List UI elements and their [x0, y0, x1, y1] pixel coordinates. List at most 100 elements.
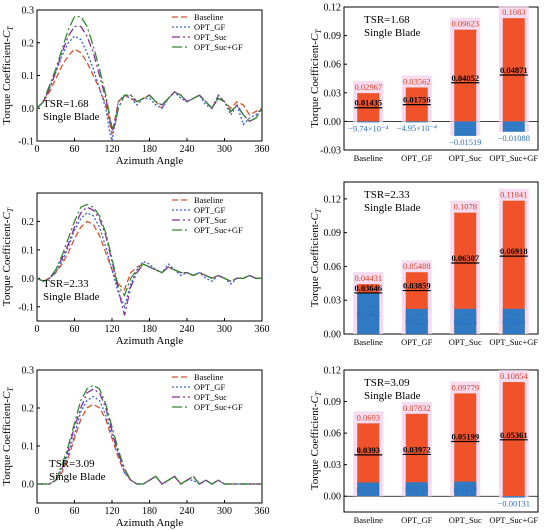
x-tick-label: 0 [35, 144, 40, 155]
bar-lower-label: −0.00131 [498, 499, 530, 509]
bar-lower [502, 308, 525, 334]
bar-lower-label: 0.0362 [357, 309, 380, 319]
bar-lower-label: 0.0131 [357, 484, 380, 494]
bar-top-label: 0.09779 [451, 382, 479, 392]
bar-top-label: 0.10854 [500, 371, 528, 381]
mean-label: 0.05199 [451, 432, 479, 442]
bar-lower [502, 121, 525, 132]
legend-label: OPT_GF [194, 382, 225, 392]
bar-lower [357, 293, 380, 334]
y-tick-label: 0.2 [22, 217, 35, 228]
y-tick-label: 0.0 [22, 480, 35, 491]
bar-positive [502, 382, 525, 497]
plot-frame [343, 181, 539, 335]
y-tick-label: 0.3 [22, 366, 35, 377]
plot-frame [36, 369, 263, 504]
bar-top-label: 0.09623 [451, 19, 479, 29]
bar-lower-label: −4.95×10⁻⁴ [397, 123, 437, 133]
legend-label: OPT_GF [194, 22, 225, 32]
annotation-text: Single Blade [49, 471, 106, 483]
x-tick-label: 120 [105, 506, 120, 517]
legend-label: OPT_Suc [194, 392, 227, 402]
category-label: Baseline [354, 337, 383, 347]
x-tick-label: 0 [35, 324, 40, 335]
annotation-text: Single Blade [364, 390, 421, 402]
bar-positive [357, 423, 380, 497]
bar-chart-b: -0.03 0.00 0.03 0.06 0.09 0.12 Torque Coeffici… [309, 3, 539, 163]
y-tick-label: 0.12 [324, 3, 342, 14]
y-tick-label: 0.09 [324, 31, 342, 42]
bar-lower [405, 121, 428, 123]
bar-lower-label: 0.0223 [405, 316, 428, 326]
x-axis-label: Azimuth Angle [116, 335, 184, 347]
annotation-text: Single Blade [43, 291, 100, 303]
x-tick-label: 60 [70, 324, 80, 335]
bar-top-label: 0.1083 [502, 7, 525, 17]
bar-lower [502, 496, 525, 498]
series-line [37, 384, 262, 485]
x-tick-label: 180 [142, 506, 157, 517]
bar-lower-label: −0.01519 [449, 137, 481, 147]
x-tick-label: 300 [217, 144, 232, 155]
category-label: OPT_GF [401, 515, 432, 525]
bar-lower-label: −0.01088 [498, 133, 530, 143]
x-tick-label: 300 [217, 506, 232, 517]
y-tick-label: 0.09 [324, 397, 342, 408]
y-tick-label: 0.3 [22, 6, 35, 17]
y-tick-label: 0.09 [324, 228, 342, 239]
line-chart-a: 0 60 120 180 240 300 360 -0.1 0.0 0.1 0.2 0.3 Azimut… [1, 6, 270, 168]
mean-label: 0.0393 [357, 445, 380, 455]
x-tick-label: 180 [142, 144, 157, 155]
x-tick-label: 360 [255, 144, 270, 155]
category-label: OPT_GF [401, 337, 432, 347]
y-axis-label: Torque Coefficient-CT [1, 26, 15, 125]
bar-lower-label: 0.0224 [454, 316, 478, 326]
category-label: OPT_Suc+GF [489, 337, 538, 347]
bar-top-label: 0.03562 [403, 76, 431, 86]
x-tick-label: 180 [142, 324, 157, 335]
y-tick-label: 0.1 [22, 245, 35, 256]
x-tick-label: 60 [70, 506, 80, 517]
x-axis-label: Azimuth Angle [116, 155, 184, 167]
annotation-text: Single Blade [43, 111, 100, 123]
legend-label: OPT_Suc [194, 215, 227, 225]
bar-top-label: 0.07832 [403, 403, 431, 413]
y-tick-label: 0.03 [324, 88, 342, 99]
y-tick-label: 0.06 [324, 60, 342, 71]
y-tick-label: 0.00 [324, 492, 342, 503]
y-tick-label: 0.1 [22, 442, 35, 453]
line-chart-c: 0 60 120 180 240 300 360 -0.1 0.0 0.1 0.2 Azimuth A… [1, 192, 270, 347]
bar-positive [454, 212, 477, 334]
bar-lower-label: 0.0224 [502, 316, 526, 326]
bar-top-label: 0.04431 [354, 273, 382, 283]
y-tick-label: 0.03 [324, 460, 342, 471]
x-tick-label: 300 [217, 324, 232, 335]
category-label: Baseline [354, 153, 383, 163]
bar-top-label: 0.02967 [354, 82, 382, 92]
y-tick-label: 0.12 [324, 366, 342, 377]
y-axis-label: Torque Coefficient-CT [1, 207, 15, 306]
line-chart-e: 0 60 120 180 240 300 360 0.0 0.1 0.2 0.3 Azimuth An… [1, 366, 270, 530]
y-tick-label: -0.1 [18, 302, 34, 313]
x-tick-label: 240 [180, 324, 195, 335]
annotation-text: TSR=3.09 [364, 377, 410, 389]
bar-positive [502, 18, 525, 122]
series-line [36, 203, 262, 297]
x-tick-label: 360 [255, 324, 270, 335]
legend-label: Baseline [194, 372, 223, 382]
bar-positive [502, 200, 525, 334]
mean-label: 0.04052 [451, 73, 479, 83]
legend-label: OPT_Suc [194, 32, 227, 42]
y-tick-label: 0.06 [324, 429, 342, 440]
x-tick-label: 240 [180, 144, 195, 155]
annotation-text: TSR=1.68 [43, 98, 89, 110]
annotation-text: TSR=3.09 [49, 458, 95, 470]
mean-label: 0.06918 [500, 246, 528, 256]
y-tick-label: 0.06 [324, 262, 342, 273]
bar-lower [357, 482, 380, 497]
annotation-text: TSR=1.68 [364, 14, 410, 26]
annotation-text: Single Blade [364, 27, 421, 39]
mean-label: 0.01756 [403, 95, 431, 105]
legend-label: OPT_GF [194, 205, 225, 215]
